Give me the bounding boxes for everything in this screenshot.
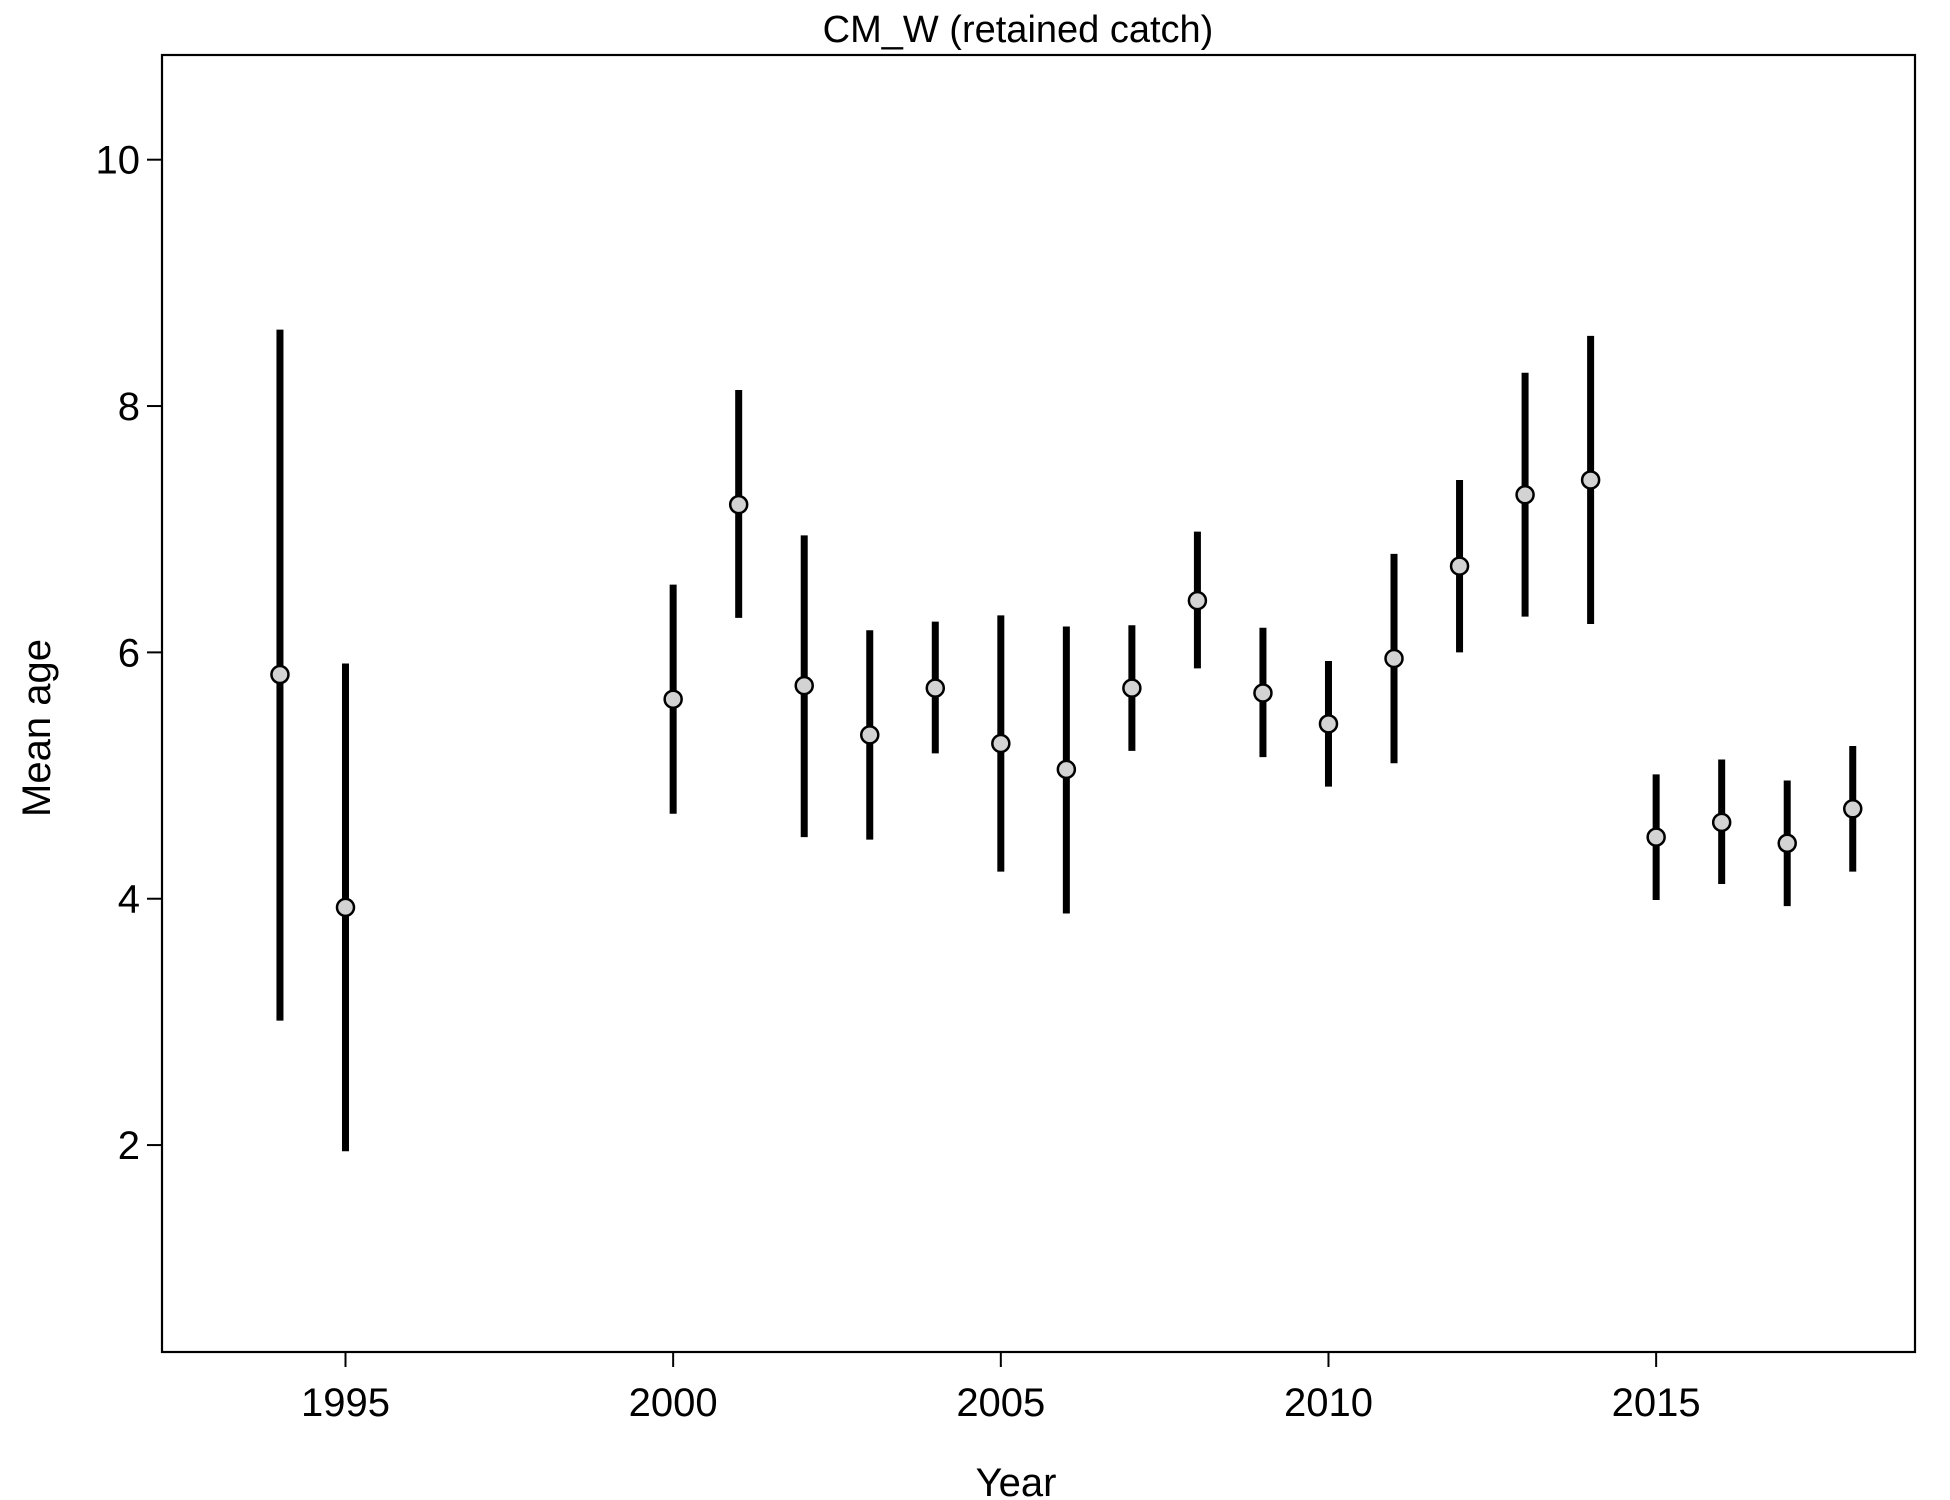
confidence-intervals <box>276 329 1857 1152</box>
mean-age-point <box>925 678 946 698</box>
mean-age-point <box>1646 827 1666 847</box>
mean-age-point <box>794 675 814 696</box>
mean-age-point <box>335 897 356 918</box>
mean-age-point <box>1056 759 1077 780</box>
y-tick-label: 2 <box>118 1124 140 1168</box>
x-tick-label: 2015 <box>1612 1381 1701 1425</box>
mean-age-point <box>1777 833 1797 854</box>
y-axis-label: Mean age <box>15 639 59 817</box>
x-axis: 1995 2000 2005 2010 2015 <box>301 1352 1701 1425</box>
mean-age-point <box>1318 714 1339 734</box>
mean-age-point <box>860 725 880 745</box>
plot-frame <box>160 53 1917 1354</box>
x-tick-label: 2005 <box>956 1381 1045 1425</box>
chart-title: CM_W (retained catch) <box>823 9 1214 51</box>
mean-age-points <box>270 470 1863 918</box>
mean-age-point <box>991 733 1011 754</box>
x-axis-label: Year <box>976 1461 1057 1500</box>
mean-age-point <box>1515 484 1535 505</box>
mean-age-point <box>1187 590 1208 611</box>
y-tick-label: 10 <box>96 139 141 183</box>
x-tick-label: 2010 <box>1284 1381 1373 1425</box>
x-tick-label: 2000 <box>629 1381 718 1425</box>
x-tick-label: 1995 <box>301 1381 390 1425</box>
mean-age-point <box>1384 648 1404 669</box>
mean-age-point <box>1711 812 1732 833</box>
mean-age-point <box>1449 556 1470 576</box>
mean-age-point <box>728 494 749 515</box>
y-axis: 2 4 6 8 10 <box>96 139 162 1168</box>
mean-age-point <box>1253 683 1273 703</box>
y-tick-label: 4 <box>118 878 140 922</box>
y-tick-label: 6 <box>118 631 140 675</box>
mean-age-point <box>270 664 290 685</box>
mean-age-point <box>1842 799 1863 819</box>
mean-age-point <box>663 689 683 709</box>
mean-age-point <box>1122 678 1142 698</box>
mean-age-point <box>1580 470 1601 490</box>
y-tick-label: 8 <box>118 385 140 429</box>
